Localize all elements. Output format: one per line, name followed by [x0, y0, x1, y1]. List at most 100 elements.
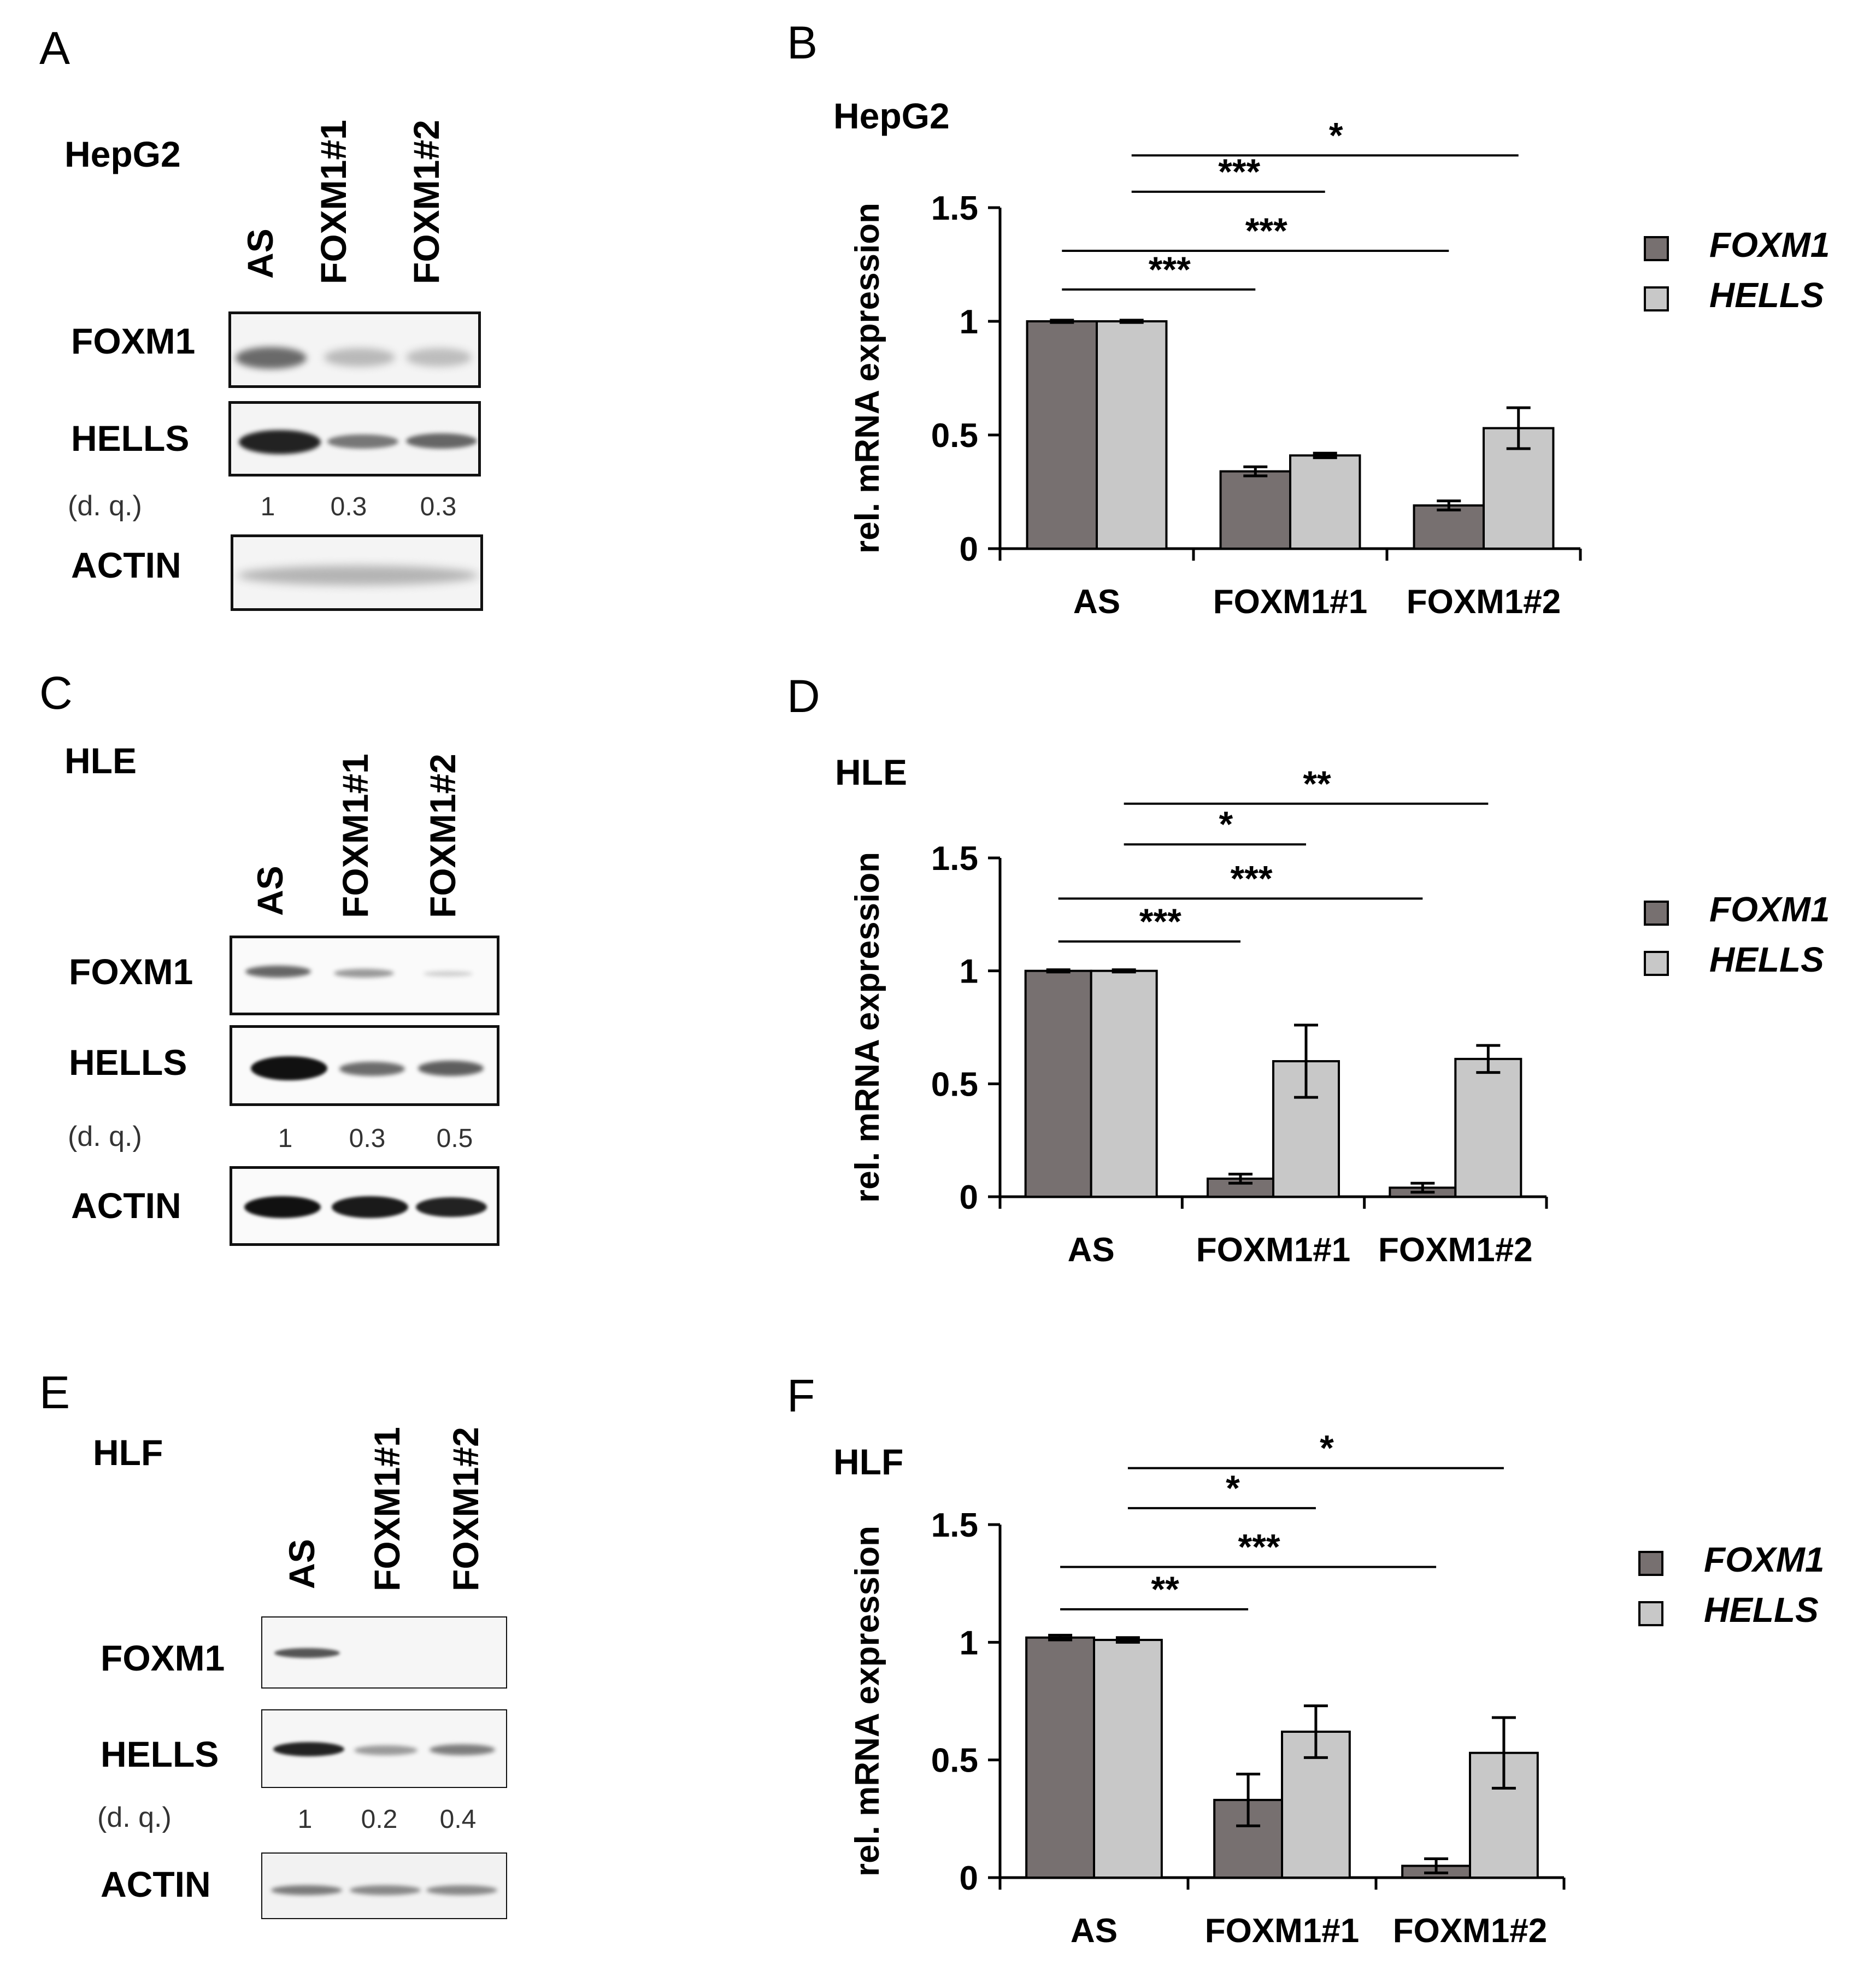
y-tick-label: 0.5 — [931, 417, 978, 455]
blot-strip-actin — [231, 534, 483, 611]
dq-value: 0.2 — [361, 1805, 398, 1834]
blot-strip-foxm1 — [228, 311, 481, 388]
legend-label-hells: HELLS — [1709, 940, 1824, 979]
blot-band — [238, 566, 478, 585]
blot-band — [324, 348, 395, 367]
dq-value: 0.3 — [330, 492, 367, 521]
x-tick-label: AS — [1073, 583, 1120, 621]
y-tick-label: 0 — [960, 1860, 978, 1897]
y-axis-label: rel. mRNA expression — [849, 203, 886, 554]
significance-label: * — [1226, 1468, 1240, 1508]
blot-band — [424, 971, 473, 977]
blot-strip-hells — [228, 401, 481, 477]
blot-strip-actin — [261, 1852, 507, 1919]
y-tick-label: 0 — [960, 1179, 978, 1216]
cell-line-label: HLE — [64, 740, 137, 781]
x-tick-label: AS — [1071, 1912, 1118, 1950]
chart-title: HLF — [833, 1442, 903, 1482]
legend-label-hells: HELLS — [1704, 1590, 1819, 1630]
blot-band — [418, 1061, 484, 1076]
blot-band — [334, 969, 394, 978]
cell-line-label: HLF — [93, 1432, 163, 1473]
blot-band — [244, 1196, 321, 1218]
legend-swatch-foxm1 — [1644, 901, 1669, 926]
blot-band — [245, 966, 311, 978]
x-tick-label: FOXM1#2 — [1378, 1231, 1533, 1269]
blot-band — [274, 1648, 340, 1658]
blot-band — [354, 1745, 418, 1755]
x-tick-label: FOXM1#1 — [1213, 583, 1368, 621]
x-tick-label: AS — [1068, 1231, 1115, 1269]
legend-label-foxm1: FOXM1 — [1709, 890, 1830, 929]
y-tick-label: 1 — [960, 953, 978, 991]
panel-letter-e: E — [39, 1367, 70, 1418]
row-label-actin: ACTIN — [71, 545, 181, 585]
y-tick-label: 1.5 — [931, 190, 978, 227]
bar-foxm1 — [1413, 504, 1485, 550]
y-axis-label: rel. mRNA expression — [849, 1526, 886, 1877]
dq-value: 0.3 — [349, 1124, 386, 1153]
row-label-actin: ACTIN — [71, 1185, 181, 1226]
y-tick-label: 1.5 — [931, 1507, 978, 1544]
blot-band — [236, 347, 307, 369]
legend-swatch-foxm1 — [1644, 236, 1669, 261]
bar-foxm1 — [1024, 969, 1092, 1198]
y-tick-label: 1 — [960, 303, 978, 341]
panel-letter-b: B — [787, 17, 818, 68]
dq-value: 0.3 — [420, 492, 457, 521]
bar-foxm1 — [1026, 320, 1098, 550]
significance-label: * — [1219, 804, 1233, 844]
y-tick-label: 0.5 — [931, 1742, 978, 1780]
blot-band — [426, 1885, 497, 1895]
dq-value: 0.4 — [439, 1805, 477, 1834]
panel-letter-f: F — [787, 1370, 815, 1421]
legend-swatch-hells — [1644, 286, 1669, 311]
row-label-actin: ACTIN — [101, 1864, 211, 1904]
cell-line-label: HepG2 — [64, 134, 181, 174]
x-tick-label: FOXM1#1 — [1196, 1231, 1351, 1269]
bar-hells — [1289, 454, 1361, 550]
bar-foxm1 — [1025, 1636, 1096, 1879]
significance-label: *** — [1218, 151, 1260, 192]
significance-label: * — [1329, 115, 1343, 155]
blot-strip-foxm1 — [261, 1616, 507, 1689]
legend-label-foxm1: FOXM1 — [1704, 1540, 1824, 1579]
dq-value: 0.5 — [436, 1124, 473, 1153]
legend-swatch-hells — [1644, 951, 1669, 976]
chart-title: HLE — [835, 752, 907, 792]
dq-label: (d. q.) — [97, 1802, 172, 1833]
bar-hells — [1090, 969, 1158, 1198]
blot-band — [271, 1885, 342, 1895]
dq-value: 1 — [297, 1805, 313, 1834]
blot-band — [406, 433, 477, 449]
blot-band — [239, 430, 321, 454]
dq-label: (d. q.) — [68, 490, 142, 522]
blot-strip-foxm1 — [230, 936, 499, 1015]
row-label-foxm1: FOXM1 — [69, 951, 193, 992]
panel-letter-a: A — [39, 22, 70, 74]
bar-hells — [1096, 320, 1168, 550]
legend-label-foxm1: FOXM1 — [1709, 225, 1830, 264]
blot-band — [251, 1056, 327, 1080]
blot-band — [350, 1885, 421, 1895]
y-axis-label: rel. mRNA expression — [849, 852, 886, 1203]
significance-label: ** — [1151, 1569, 1179, 1609]
significance-label: ** — [1303, 763, 1331, 804]
row-label-foxm1: FOXM1 — [71, 321, 196, 361]
panel-letter-c: C — [39, 667, 73, 719]
y-tick-label: 0 — [960, 531, 978, 568]
significance-label: *** — [1238, 1527, 1280, 1567]
blot-strip-actin — [230, 1166, 499, 1246]
x-tick-label: FOXM1#1 — [1205, 1912, 1360, 1950]
legend-label-hells: HELLS — [1709, 275, 1824, 315]
x-tick-label: FOXM1#2 — [1393, 1912, 1548, 1950]
row-label-hells: HELLS — [69, 1042, 187, 1083]
blot-band — [406, 348, 472, 367]
significance-label: *** — [1245, 210, 1287, 251]
blot-band — [416, 1197, 487, 1217]
significance-label: *** — [1230, 858, 1272, 898]
legend-swatch-foxm1 — [1638, 1551, 1663, 1576]
